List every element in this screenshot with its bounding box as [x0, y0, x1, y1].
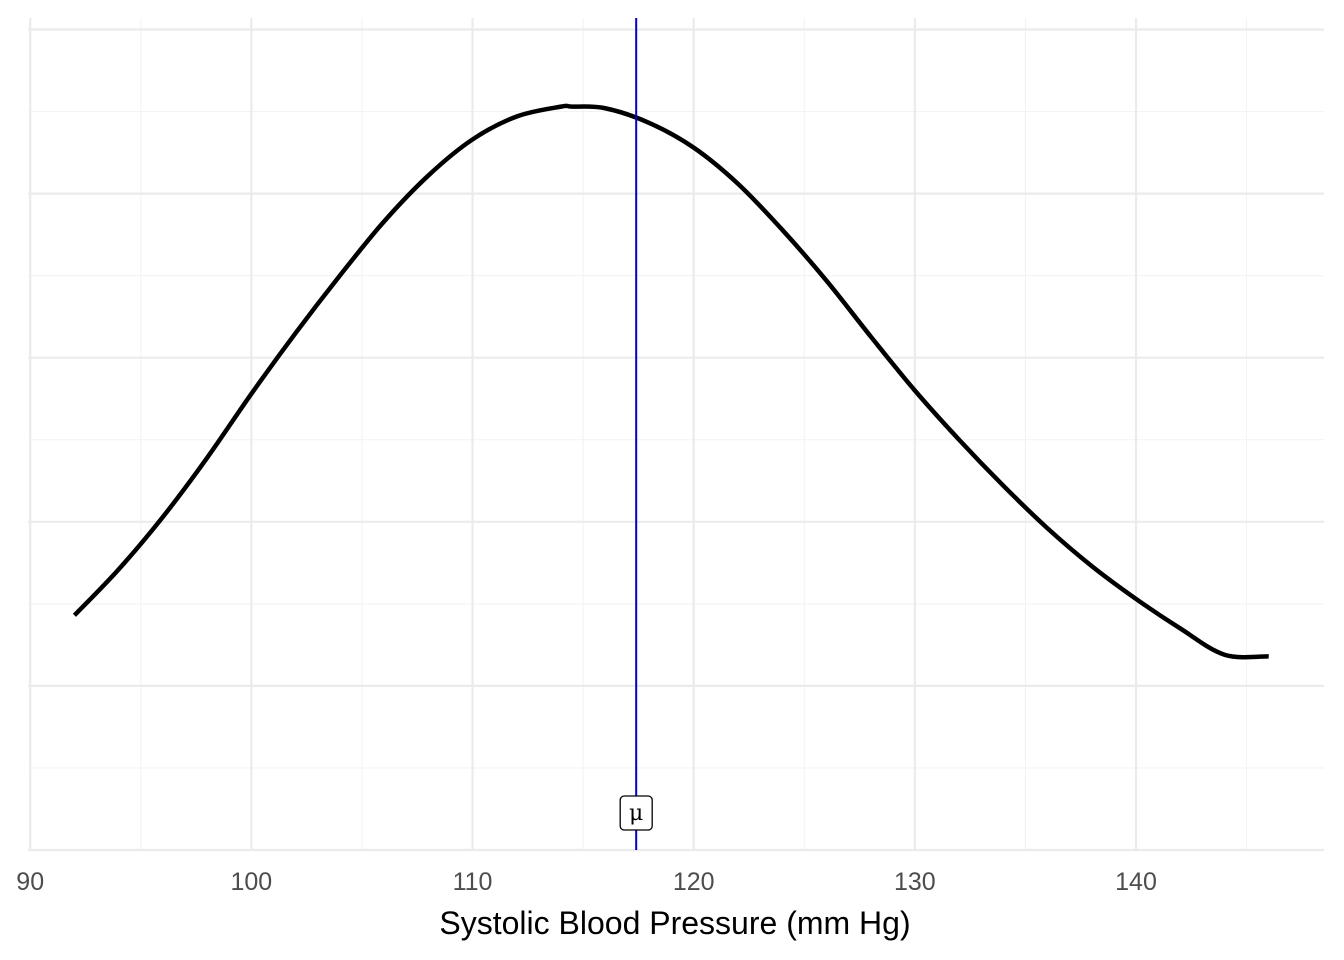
x-tick-label-110: 110	[453, 868, 493, 896]
mean-label: μ	[629, 801, 643, 826]
x-axis-tick-labels: 90 100 110 120 130 140	[16, 868, 1157, 896]
x-tick-label-120: 120	[673, 868, 715, 896]
density-curve-0	[72, 103, 1269, 660]
x-tick-label-100: 100	[231, 868, 273, 896]
major-gridlines	[28, 18, 1324, 852]
minor-gridlines	[28, 18, 1324, 850]
x-axis-title: Systolic Blood Pressure (mm Hg)	[439, 905, 910, 941]
annotation-layer: μ	[619, 18, 653, 850]
x-tick-label-130: 130	[894, 868, 936, 896]
x-tick-label-140: 140	[1115, 868, 1157, 896]
mean-label-box	[619, 795, 653, 831]
series-layer	[72, 103, 1269, 660]
x-tick-label-90: 90	[16, 868, 44, 896]
